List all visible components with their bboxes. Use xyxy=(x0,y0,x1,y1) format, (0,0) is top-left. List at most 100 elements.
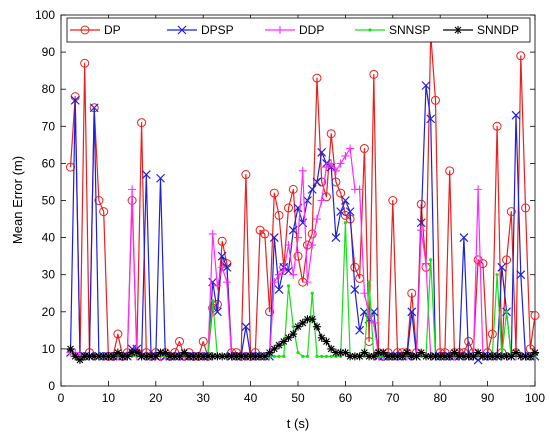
data-point-snndp xyxy=(526,352,535,361)
data-point-dpsp xyxy=(89,103,99,113)
data-point-snndp xyxy=(459,352,468,361)
data-point-snndp xyxy=(360,348,369,357)
data-point-dp xyxy=(369,69,379,79)
data-point-ddp xyxy=(294,233,302,242)
data-point-ddp xyxy=(284,241,293,250)
data-point-snndp xyxy=(279,337,288,346)
data-point-snndp xyxy=(455,352,464,361)
data-point-dp xyxy=(99,207,109,217)
data-point-snnsp xyxy=(320,354,324,358)
data-point-snndp xyxy=(488,352,497,361)
data-point-dp xyxy=(326,129,336,139)
data-point-dp xyxy=(307,229,317,239)
data-point-snndp xyxy=(184,352,193,361)
data-point-dp xyxy=(274,210,284,220)
data-point-snndp xyxy=(474,348,483,357)
data-point-ddp xyxy=(317,196,326,205)
legend-label-dpsp: DPSP xyxy=(201,23,234,37)
data-point-snndp xyxy=(232,352,241,361)
x-axis-title: t (s) xyxy=(287,416,309,431)
x-tick-label: 10 xyxy=(102,391,116,405)
data-point-dp xyxy=(506,207,516,217)
data-point-dpsp xyxy=(350,285,360,294)
legend-item-snnsp: SNNSP xyxy=(355,23,430,37)
legend: DP DPSP DDP SNNSP SNNDP xyxy=(66,17,531,43)
data-point-ddp xyxy=(275,270,284,279)
data-point-snnsp xyxy=(301,354,305,358)
data-point-snndp xyxy=(128,348,137,357)
data-point-snndp xyxy=(412,352,421,361)
data-point-snndp xyxy=(331,348,340,357)
data-point-snndp xyxy=(189,352,198,361)
data-point-snndp xyxy=(502,352,511,361)
data-point-snnsp xyxy=(286,284,291,288)
data-point-snnsp xyxy=(315,354,319,358)
series-snndp xyxy=(66,315,539,365)
data-point-snndp xyxy=(303,315,312,324)
data-point-snndp xyxy=(327,344,336,353)
data-point-ddp xyxy=(322,163,331,172)
data-point-ddp xyxy=(308,241,317,250)
data-point-snnsp xyxy=(495,273,499,277)
legend-label-snnsp: SNNSP xyxy=(389,23,430,37)
data-point-snndp xyxy=(369,352,378,361)
data-point-dpsp xyxy=(307,184,317,194)
data-point-snndp xyxy=(85,352,94,361)
x-tick-label: 100 xyxy=(525,391,545,405)
data-point-snndp xyxy=(450,348,459,357)
data-point-snndp xyxy=(497,352,506,361)
data-point-dp xyxy=(293,251,303,261)
data-point-snndp xyxy=(246,352,255,361)
data-point-ddp xyxy=(270,278,279,287)
data-point-dpsp xyxy=(288,225,298,235)
data-point-dpsp xyxy=(208,277,218,287)
data-point-snndp xyxy=(75,356,84,365)
data-point-snndp xyxy=(493,352,502,361)
data-point-snndp xyxy=(317,333,326,342)
data-point-dp xyxy=(478,259,488,269)
data-point-dp xyxy=(516,51,526,61)
x-tick-label: 60 xyxy=(339,391,353,405)
data-point-ddp xyxy=(331,166,340,175)
data-point-dpsp xyxy=(497,262,507,272)
data-point-snndp xyxy=(275,341,284,350)
data-point-dpsp xyxy=(70,95,80,105)
data-point-dp xyxy=(265,307,275,317)
y-tick-label: 100 xyxy=(35,8,55,22)
data-point-ddp xyxy=(341,151,350,160)
data-point-snndp xyxy=(431,352,440,361)
data-point-snndp xyxy=(322,337,331,346)
data-point-dpsp xyxy=(241,322,251,332)
data-point-dp xyxy=(198,336,208,346)
data-point-dpsp xyxy=(303,196,312,205)
data-point-snndp xyxy=(90,352,99,361)
data-point-snndp xyxy=(289,330,298,339)
data-point-snndp xyxy=(464,352,473,361)
data-point-snndp xyxy=(426,352,435,361)
x-tick-label: 90 xyxy=(481,391,495,405)
data-point-dp xyxy=(350,262,360,272)
data-point-dp xyxy=(269,188,279,198)
data-point-snndp xyxy=(99,352,108,361)
y-tick-label: 50 xyxy=(42,194,56,208)
data-point-snndp xyxy=(417,348,426,357)
data-point-snndp xyxy=(440,352,449,361)
data-point-snnsp xyxy=(343,221,347,225)
data-point-snndp xyxy=(151,352,160,361)
data-point-snndp xyxy=(80,352,89,361)
data-point-snndp xyxy=(203,352,212,361)
data-point-snndp xyxy=(137,352,146,361)
y-tick-label: 90 xyxy=(42,45,56,59)
axis-ticks: 0 10 20 30 40 50 60 70 80 90 100 0 10 20 30 40 50 60 70 80 9… xyxy=(35,8,545,405)
data-point-snndp xyxy=(132,348,141,357)
data-point-dpsp xyxy=(222,262,232,272)
data-point-ddp xyxy=(222,278,231,287)
data-point-snndp xyxy=(71,352,80,361)
y-tick-label: 60 xyxy=(42,156,56,170)
data-point-snndp xyxy=(516,352,525,361)
data-point-ddp xyxy=(327,159,336,168)
y-axis-title: Mean Error (m) xyxy=(10,156,25,244)
legend-marker-snnsp xyxy=(368,28,372,32)
data-point-ddp xyxy=(312,215,321,224)
data-point-dp xyxy=(359,144,369,154)
